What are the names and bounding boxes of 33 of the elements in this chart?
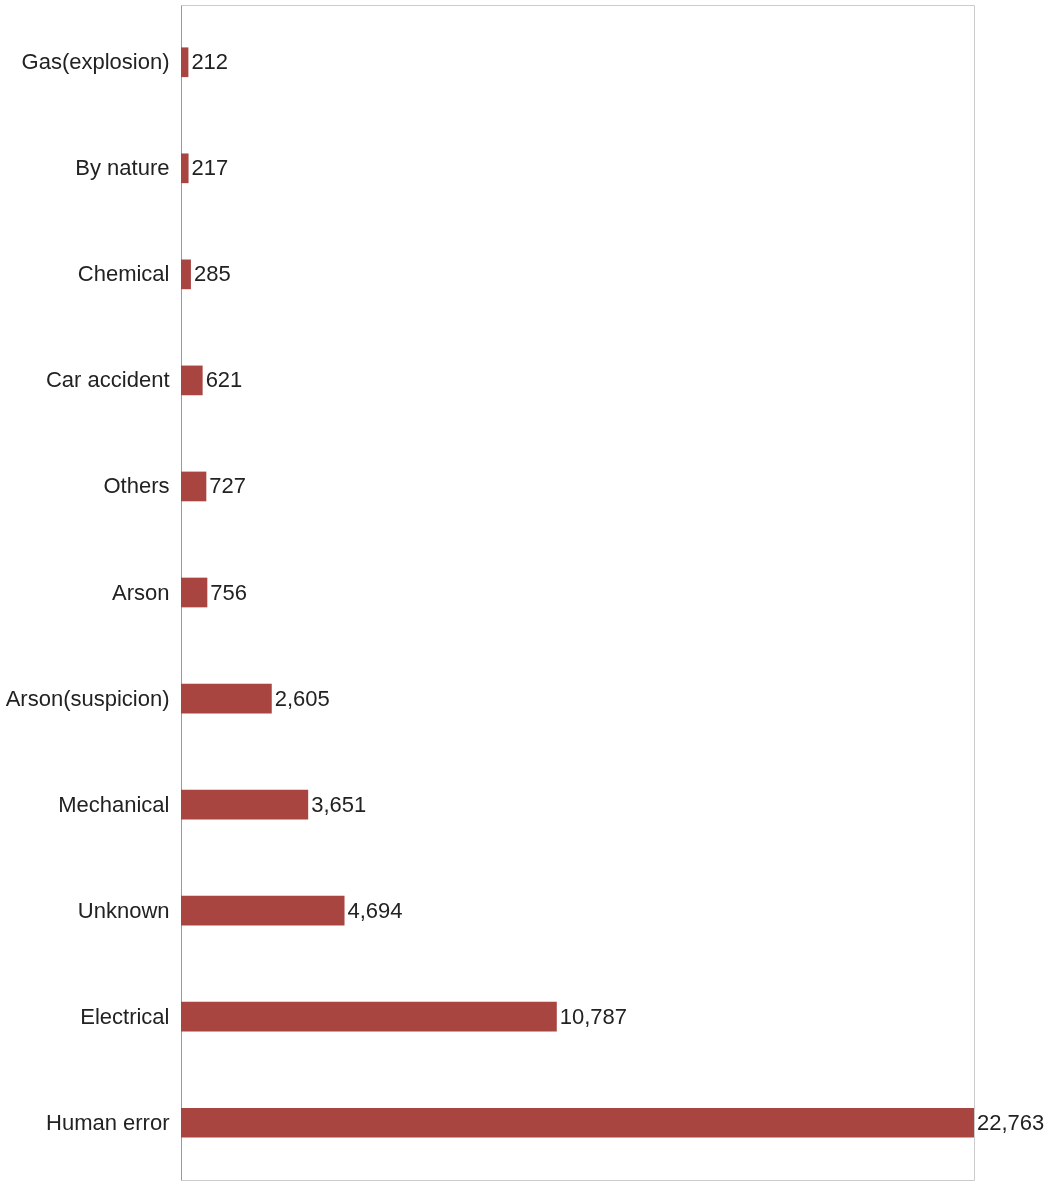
data-label: 285 — [193, 261, 231, 287]
data-label: 4,694 — [347, 897, 403, 923]
data-label: 3,651 — [311, 791, 367, 817]
bar — [181, 1001, 557, 1032]
y-tick-label: Electrical — [80, 1003, 170, 1029]
bar — [181, 577, 208, 608]
data-label: 22,763 — [977, 1109, 1045, 1135]
data-label: 621 — [205, 367, 243, 393]
data-label: 727 — [209, 473, 247, 499]
data-label: 212 — [191, 49, 229, 75]
bar — [181, 153, 189, 184]
bar — [181, 789, 309, 820]
y-tick-label: Arson(suspicion) — [5, 685, 170, 711]
y-tick-label: Unknown — [77, 897, 170, 923]
bar — [181, 259, 191, 290]
bar — [181, 895, 345, 926]
bar — [181, 683, 272, 714]
y-tick-label: Chemical — [77, 261, 170, 287]
bar — [181, 365, 203, 396]
bar — [181, 471, 207, 502]
data-label: 2,605 — [274, 685, 330, 711]
y-tick-label: Gas(explosion) — [21, 49, 170, 75]
y-tick-label: Car accident — [45, 367, 170, 393]
y-tick-label: Human error — [46, 1109, 170, 1135]
bar — [181, 1107, 974, 1138]
y-tick-label: Arson — [112, 579, 170, 605]
data-label: 10,787 — [559, 1003, 628, 1029]
y-tick-label: Mechanical — [58, 791, 170, 817]
y-tick-label: Others — [103, 473, 170, 499]
data-label: 756 — [210, 579, 248, 605]
bar — [181, 47, 189, 78]
data-label: 217 — [191, 155, 229, 181]
y-tick-label: By nature — [75, 155, 170, 181]
